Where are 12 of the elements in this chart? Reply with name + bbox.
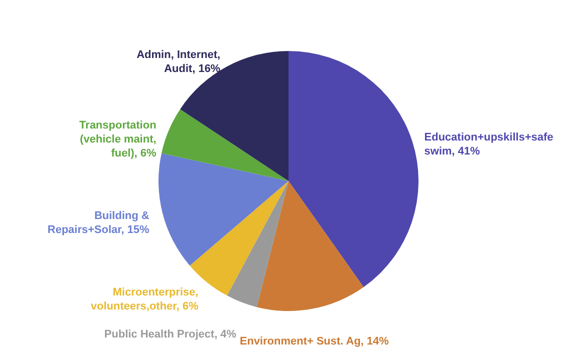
pie-slice: [288, 51, 418, 288]
pie-slice: [158, 153, 288, 266]
slice-label: Transportation (vehicle maint, fuel), 6%: [79, 119, 157, 160]
slice-label: Building & Repairs+Solar, 15%: [48, 210, 150, 236]
slice-label: Microenterprise, volunteers,other, 6%: [90, 286, 199, 312]
slice-label: Admin, Internet, Audit, 16%: [136, 49, 221, 76]
pie-slice: [227, 181, 288, 308]
slice-label: Education+upskills+safe swim, 41%: [424, 132, 554, 158]
slice-label: Public Health Project, 4%: [104, 328, 237, 340]
pie-slice: [162, 109, 288, 181]
slice-label: Environment+ Sust. Ag, 14%: [240, 336, 390, 348]
pie-slice: [256, 181, 364, 311]
